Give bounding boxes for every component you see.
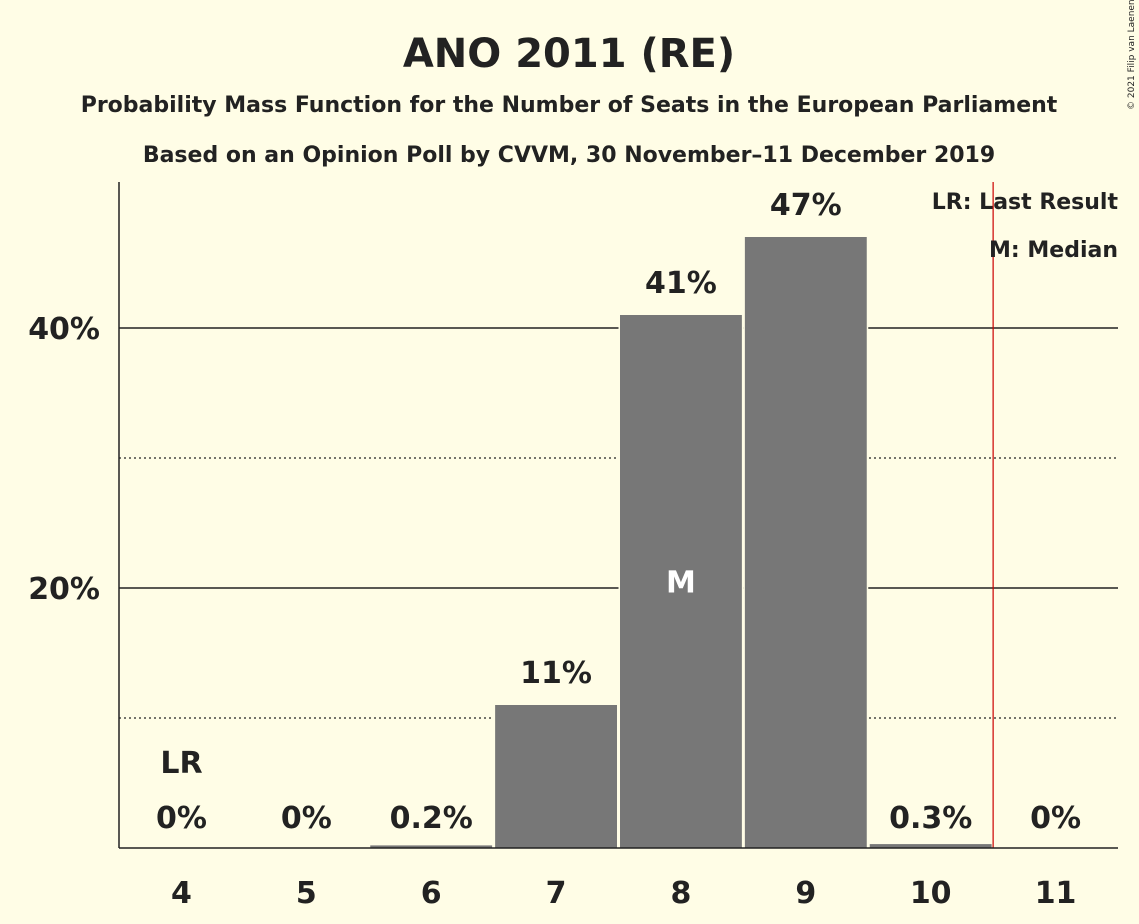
chart-subtitle: Probability Mass Function for the Number…: [81, 93, 1058, 118]
x-tick-label: 8: [671, 876, 692, 911]
bar: [620, 315, 742, 848]
median-marker: M: [666, 566, 696, 601]
data-label: 0.3%: [889, 801, 972, 836]
x-tick-label: 9: [795, 876, 816, 911]
x-tick-label: 10: [910, 876, 952, 911]
data-label: 0.2%: [390, 801, 473, 836]
axes: 20% 40% 4 5 6 7 8 9 10 11: [28, 182, 1118, 911]
bar: [869, 844, 992, 848]
last-result-marker: LR: [160, 746, 202, 781]
chart-source: Based on an Opinion Poll by CVVM, 30 Nov…: [143, 143, 995, 168]
data-label: 41%: [645, 266, 717, 301]
copyright-note: © 2021 Filip van Laenen: [1127, 0, 1137, 110]
bar: [370, 845, 493, 848]
data-label: 0%: [281, 801, 332, 836]
x-tick-label: 11: [1035, 876, 1077, 911]
data-label: 0%: [1030, 801, 1081, 836]
data-label: 0%: [156, 801, 207, 836]
x-tick-label: 4: [171, 876, 192, 911]
chart-title: ANO 2011 (RE): [403, 31, 735, 77]
y-tick-label: 40%: [28, 312, 100, 347]
y-tick-label: 20%: [28, 572, 100, 607]
x-tick-label: 6: [421, 876, 442, 911]
legend-median: M: Median: [989, 238, 1118, 263]
bar: [744, 237, 867, 848]
bar: [495, 705, 617, 848]
data-label: 47%: [770, 188, 842, 223]
value-labels: 0% 0% 0.2% 11% 41% 47% 0.3% 0% M LR: [156, 188, 1081, 836]
legend-last-result: LR: Last Result: [932, 190, 1119, 215]
data-label: 11%: [520, 656, 592, 691]
x-tick-label: 7: [546, 876, 567, 911]
x-tick-label: 5: [296, 876, 317, 911]
bars: [368, 235, 994, 848]
